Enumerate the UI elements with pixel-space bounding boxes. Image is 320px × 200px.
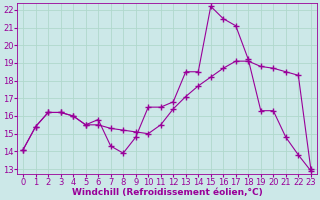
X-axis label: Windchill (Refroidissement éolien,°C): Windchill (Refroidissement éolien,°C) [72,188,262,197]
